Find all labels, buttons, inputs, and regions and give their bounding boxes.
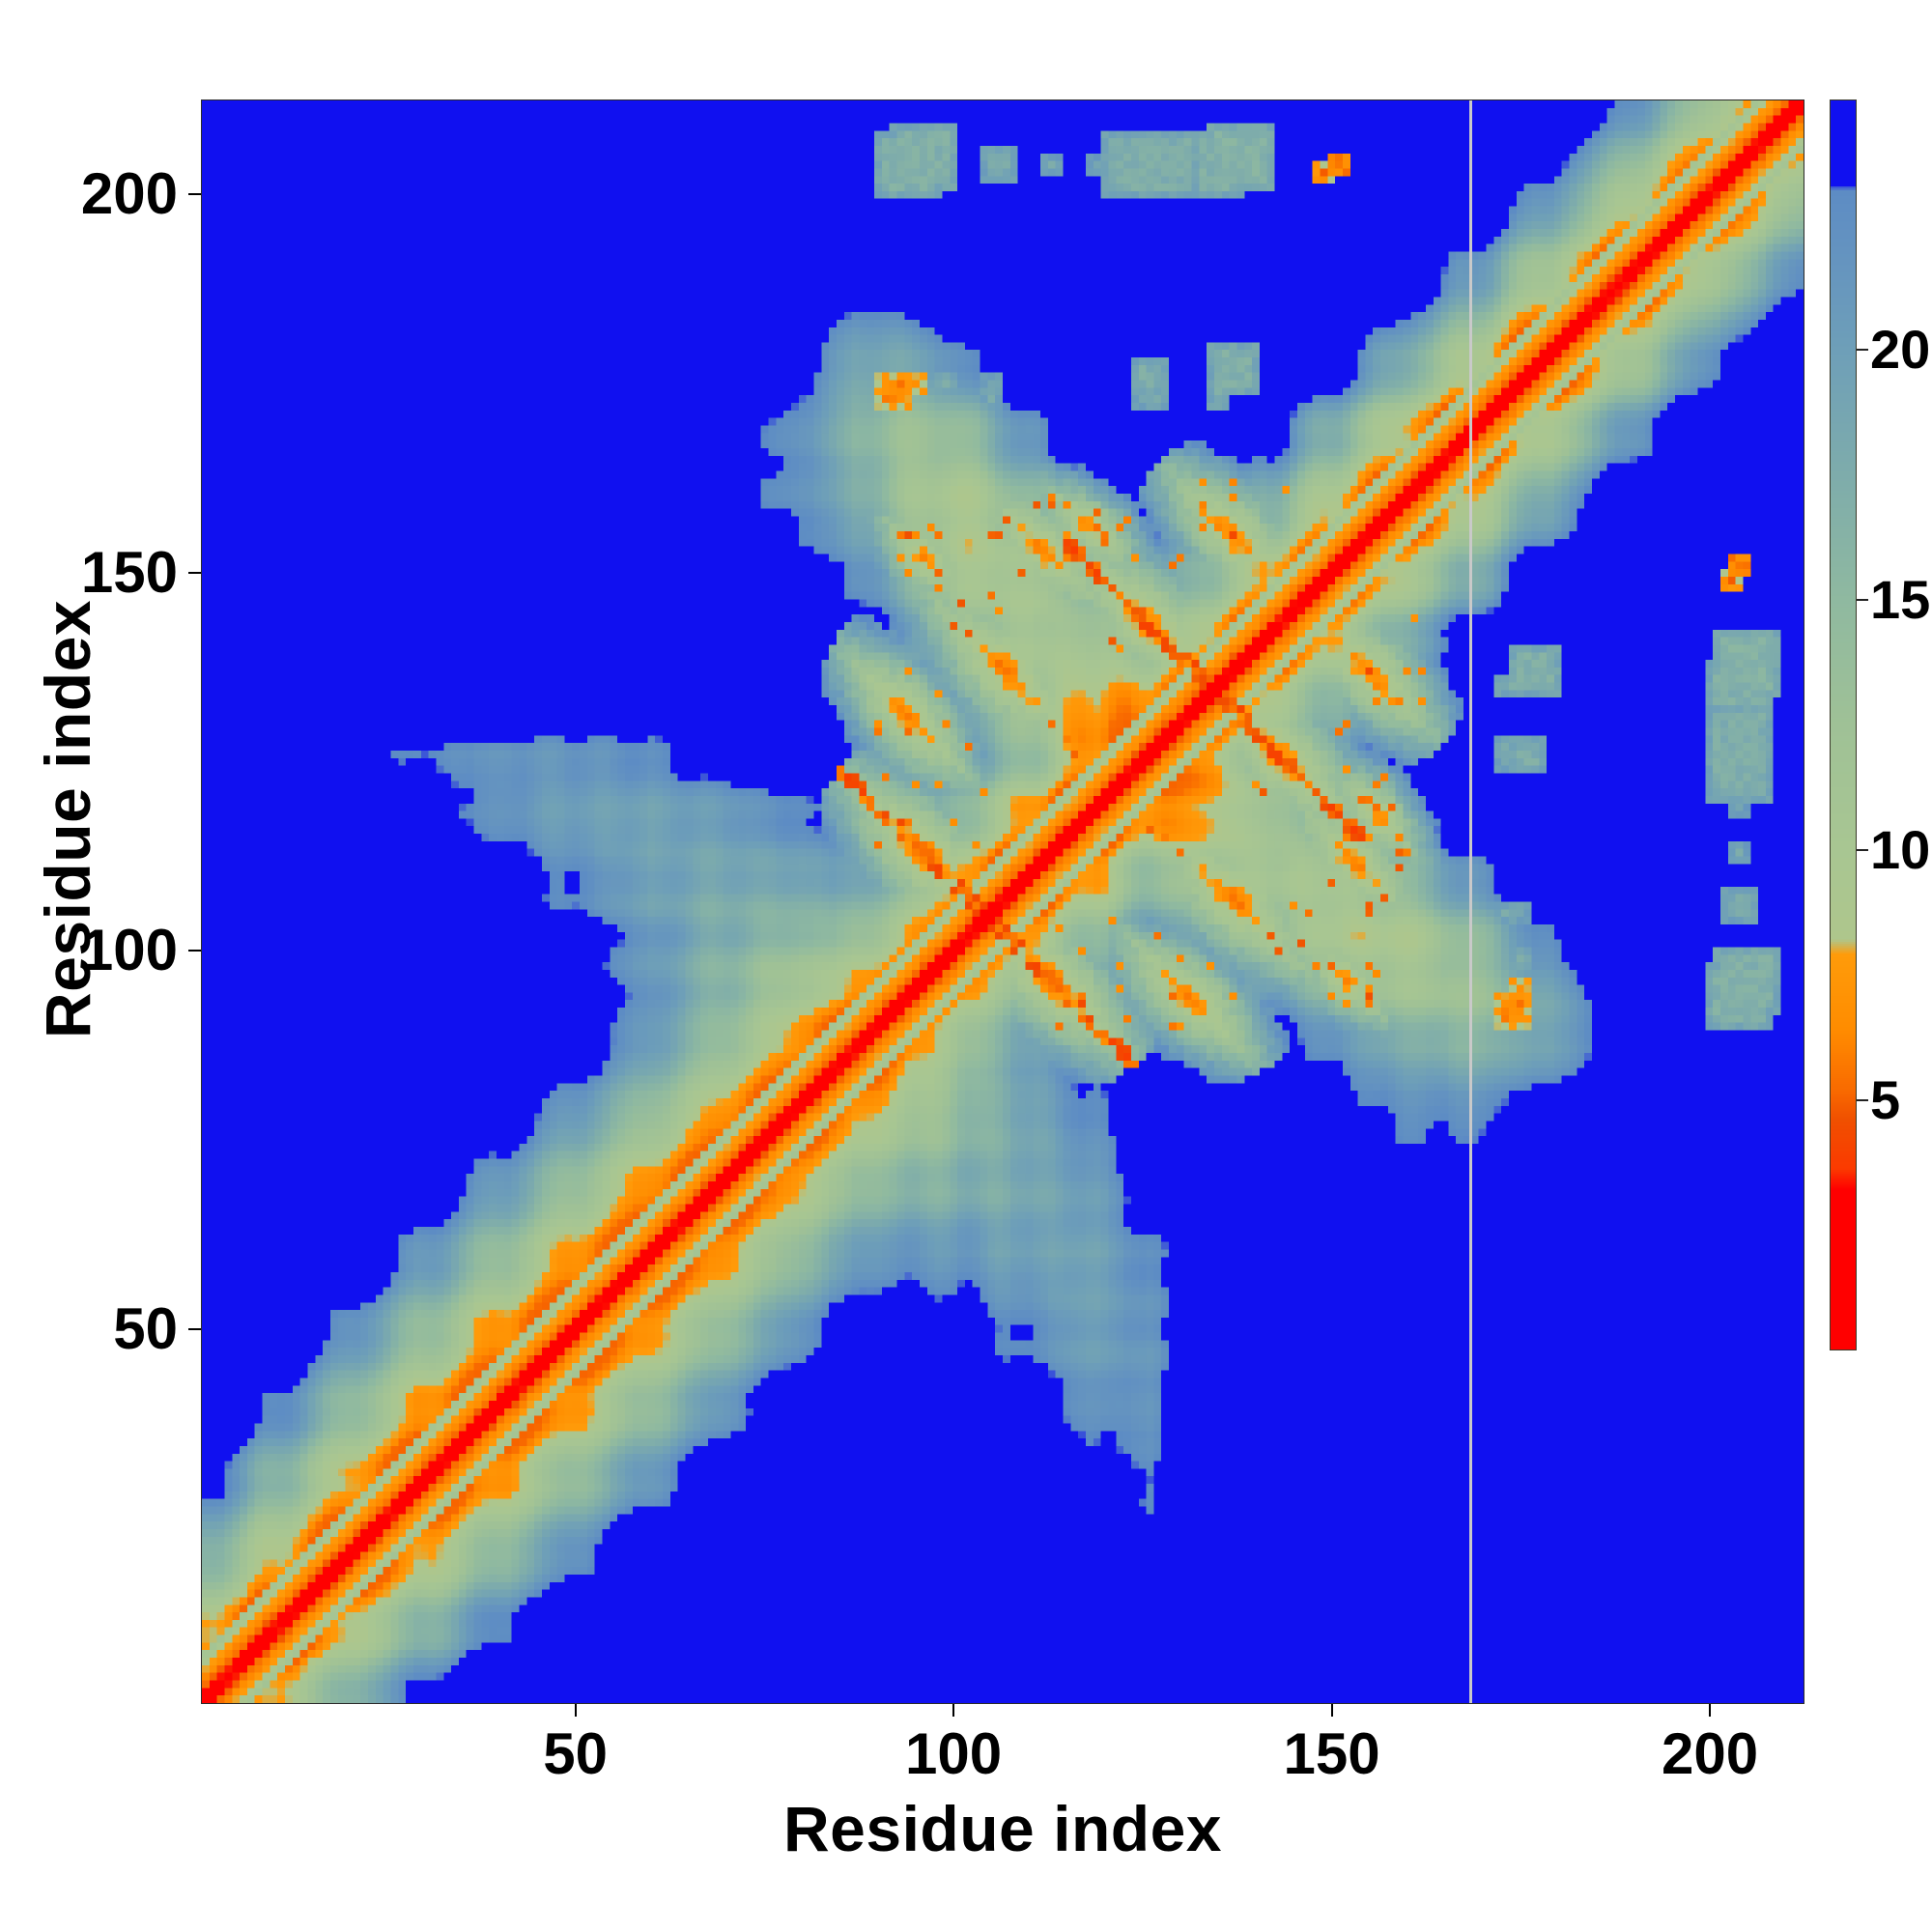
colorbar-gradient: [1830, 99, 1857, 1350]
distance-matrix-heatmap: [202, 100, 1804, 1703]
heatmap-plot-area: [201, 99, 1804, 1704]
colorbar-tick-5: [1857, 1099, 1868, 1101]
x-tick-label-100: 100: [905, 1721, 1003, 1786]
colorbar-tick-10: [1857, 849, 1868, 851]
y-tick-label-200: 200: [80, 160, 178, 226]
y-tick-200: [188, 192, 201, 195]
colorbar-tick-20: [1857, 349, 1868, 351]
y-tick-label-50: 50: [113, 1296, 178, 1362]
x-tick-150: [1330, 1704, 1333, 1717]
y-tick-50: [188, 1328, 201, 1331]
y-tick-100: [188, 950, 201, 952]
x-axis-title: Residue index: [783, 1793, 1222, 1864]
y-tick-label-150: 150: [80, 539, 178, 605]
x-tick-label-200: 200: [1662, 1721, 1759, 1786]
y-tick-label-100: 100: [80, 918, 178, 983]
colorbar-tick-15: [1857, 599, 1868, 601]
x-tick-200: [1709, 1704, 1712, 1717]
x-tick-50: [574, 1704, 577, 1717]
colorbar-tick-label-15: 15: [1870, 569, 1931, 630]
x-tick-100: [952, 1704, 955, 1717]
x-tick-label-50: 50: [543, 1721, 608, 1786]
colorbar-tick-label-20: 20: [1870, 319, 1931, 380]
y-tick-150: [188, 571, 201, 574]
colorbar-tick-label-10: 10: [1870, 819, 1931, 880]
colorbar-tick-label-5: 5: [1870, 1069, 1901, 1130]
colorbar: 5 10 15 20: [1830, 99, 1930, 1350]
y-axis-title: Residue index: [32, 600, 103, 1038]
x-tick-label-150: 150: [1283, 1721, 1380, 1786]
